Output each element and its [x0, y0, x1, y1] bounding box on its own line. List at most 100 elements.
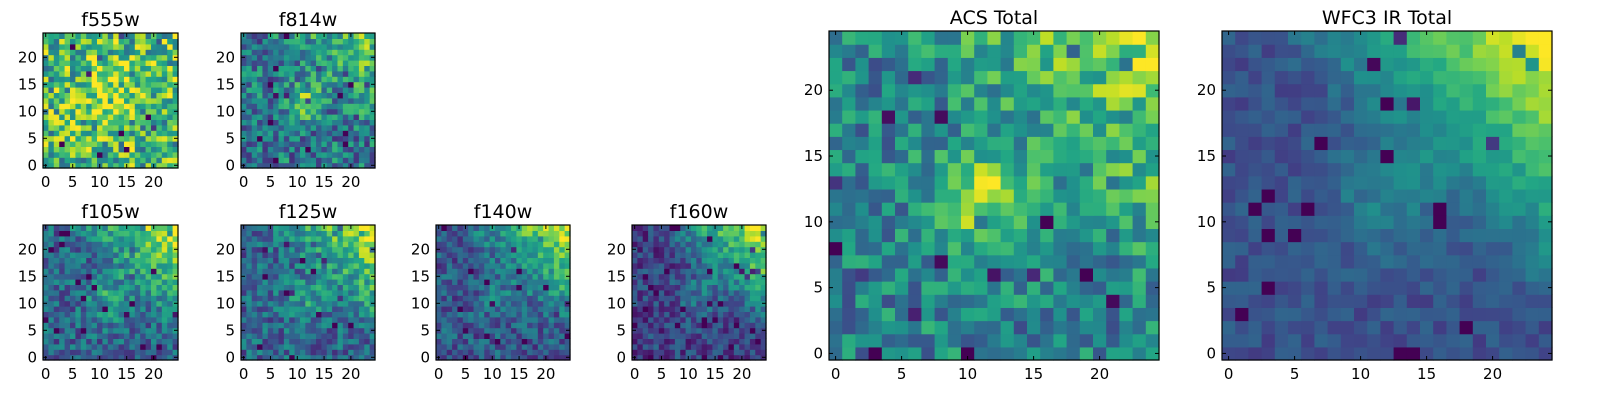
heatmap-cell [452, 316, 459, 323]
heatmap-cell [511, 262, 517, 269]
heatmap-cell [273, 97, 280, 104]
heatmap-cell [749, 241, 756, 248]
heatmap-cell [278, 151, 285, 158]
heatmap-cell [855, 123, 870, 137]
heatmap-cell [140, 33, 147, 39]
heatmap-cell [696, 349, 703, 356]
heatmap-cell [559, 343, 566, 350]
heatmap-cell [342, 33, 349, 39]
heatmap-cell [283, 65, 290, 72]
heatmap-cell [653, 349, 660, 356]
heatmap-cell [707, 327, 713, 334]
heatmap-cell [696, 316, 703, 323]
heatmap-cell [129, 124, 136, 131]
heatmap-cell [632, 284, 638, 291]
heatmap-cell [246, 92, 253, 99]
heatmap-cell [80, 252, 87, 258]
heatmap-cell [86, 162, 93, 169]
heatmap-cell [86, 262, 93, 269]
heatmap-cell [723, 257, 730, 264]
heatmap-cell [273, 65, 280, 72]
heatmap-cell [521, 289, 528, 296]
heatmap-cell [80, 316, 87, 323]
heatmap-cell [961, 188, 975, 203]
heatmap-cell [59, 316, 66, 323]
heatmap-cell [241, 124, 247, 131]
heatmap-cell [364, 311, 371, 318]
heatmap-cell [446, 279, 453, 285]
heatmap-cell [664, 322, 671, 329]
heatmap-cell [1512, 228, 1527, 243]
heatmap-cell [316, 119, 322, 126]
heatmap-cell [107, 135, 114, 142]
heatmap-cell [553, 333, 560, 339]
heatmap-cell [124, 284, 130, 291]
heatmap-cell [696, 338, 703, 345]
heatmap-cell [353, 241, 360, 248]
heatmap-cell [855, 162, 870, 177]
heatmap-cell [151, 38, 157, 45]
heatmap-cell [669, 343, 676, 350]
heatmap-cell [1354, 241, 1368, 256]
heatmap-cell [1066, 241, 1081, 256]
heatmap-cell [59, 230, 66, 237]
heatmap-cell [739, 252, 746, 258]
heatmap-cell [680, 322, 687, 329]
heatmap-cell [658, 241, 665, 248]
heatmap-cell [267, 103, 274, 110]
heatmap-cell [91, 114, 98, 120]
heatmap-cell [118, 279, 125, 285]
heatmap-cell [1538, 346, 1553, 361]
heatmap-cell [987, 267, 1002, 282]
heatmap-cell [564, 230, 571, 237]
heatmap-cell [653, 246, 660, 253]
heatmap-cell [484, 257, 491, 264]
heatmap-cell [1327, 162, 1342, 177]
heatmap-cell [64, 130, 71, 137]
heatmap-cell [113, 49, 120, 56]
heatmap-cell [881, 333, 896, 348]
heatmap-cell [316, 311, 322, 318]
heatmap-cell [145, 114, 152, 120]
heatmap-cell [1420, 215, 1434, 229]
heatmap-cell [358, 316, 365, 323]
heatmap-cell [494, 257, 501, 264]
heatmap-cell [1406, 254, 1421, 269]
heatmap-cell [348, 135, 355, 142]
heatmap-cell [1393, 320, 1408, 335]
heatmap-cell [326, 279, 333, 285]
heatmap-cell [257, 49, 264, 56]
heatmap-cell [532, 241, 539, 248]
heatmap-cell [829, 307, 843, 322]
heatmap-cell [167, 124, 174, 131]
heatmap-cell [868, 294, 883, 308]
heatmap-cell [564, 268, 571, 275]
heatmap-cell [744, 273, 751, 280]
heatmap-cell [316, 81, 322, 88]
heatmap-cell [527, 279, 534, 285]
heatmap-cell [151, 338, 157, 345]
heatmap-cell [342, 343, 349, 350]
heatmap-cell [289, 49, 296, 56]
heatmap-cell [80, 246, 87, 253]
heatmap-cell [305, 333, 312, 339]
heatmap-cell [1248, 162, 1263, 177]
heatmap-cell [70, 230, 76, 237]
heatmap-cell [353, 97, 360, 104]
heatmap-cell [1248, 307, 1263, 322]
heatmap-cell [145, 300, 152, 307]
heatmap-cell [457, 354, 464, 361]
heatmap-cell [353, 49, 360, 56]
heatmap-cell [241, 322, 247, 329]
heatmap-cell [305, 257, 312, 264]
heatmap-cell [1406, 188, 1421, 203]
heatmap-cell [489, 262, 496, 269]
heatmap-cell [80, 257, 87, 264]
heatmap-cell [1132, 57, 1147, 72]
heatmap-cell [1066, 254, 1081, 269]
heatmap-cell [1367, 215, 1381, 229]
heatmap-cell [246, 230, 253, 237]
heatmap-cell [278, 311, 285, 318]
heatmap-cell [1027, 57, 1041, 72]
